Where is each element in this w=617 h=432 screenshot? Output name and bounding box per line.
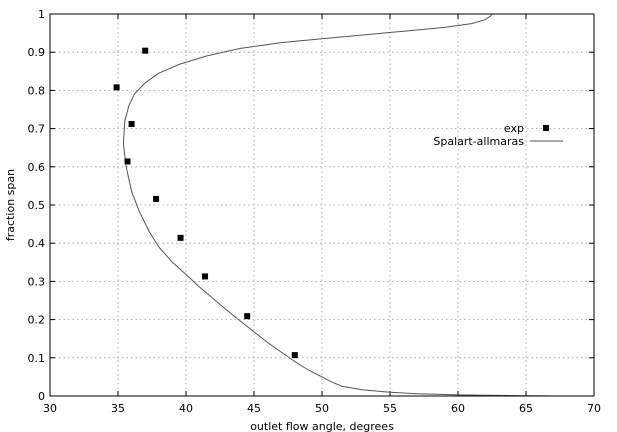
- y-tick-label: 0.4: [28, 237, 46, 250]
- x-tick-label: 45: [247, 402, 261, 415]
- y-tick-label: 0.5: [28, 199, 46, 212]
- y-tick-label: 1: [38, 8, 45, 21]
- y-tick-label: 0.7: [28, 123, 46, 136]
- x-axis-ticks: 30 35 40 45 50 55 60 65 70: [43, 14, 601, 415]
- series-line: [122, 13, 554, 397]
- exp-point: [113, 84, 120, 91]
- legend-label-spalart-allmaras: Spalart-allmaras: [433, 135, 524, 148]
- x-tick-label: 70: [587, 402, 601, 415]
- series-points: [113, 47, 298, 359]
- x-tick-label: 65: [519, 402, 533, 415]
- legend-marker-exp: [543, 125, 549, 131]
- y-tick-label: 0.3: [28, 275, 46, 288]
- exp-point: [142, 47, 149, 54]
- y-tick-label: 0.8: [28, 84, 46, 97]
- x-tick-label: 30: [43, 402, 57, 415]
- grid-lines: [50, 14, 594, 396]
- x-tick-label: 35: [111, 402, 125, 415]
- y-tick-label: 0.9: [28, 46, 46, 59]
- y-tick-label: 0.1: [28, 352, 46, 365]
- y-tick-label: 0.6: [28, 161, 46, 174]
- legend: exp Spalart-allmaras: [433, 122, 563, 148]
- x-tick-label: 60: [451, 402, 465, 415]
- y-axis-label: fraction span: [4, 169, 17, 241]
- exp-point: [177, 234, 184, 241]
- exp-point: [244, 313, 251, 320]
- exp-point: [291, 352, 298, 359]
- x-tick-label: 50: [315, 402, 329, 415]
- x-axis-label: outlet flow angle, degrees: [250, 420, 394, 432]
- plot-frame: [49, 13, 595, 397]
- y-axis-ticks: 0 0.1 0.2 0.3 0.4 0.5 0.6 0.7 0.8 0.9 1: [28, 8, 594, 403]
- y-tick-label: 0: [38, 390, 45, 403]
- exp-point: [124, 158, 131, 165]
- x-tick-label: 40: [179, 402, 193, 415]
- spalart-allmaras-line: [122, 13, 554, 397]
- x-tick-label: 55: [383, 402, 397, 415]
- exp-point: [153, 195, 160, 202]
- exp-point: [128, 121, 135, 128]
- exp-point: [202, 273, 209, 280]
- legend-label-exp: exp: [504, 122, 524, 135]
- y-tick-label: 0.2: [28, 314, 46, 327]
